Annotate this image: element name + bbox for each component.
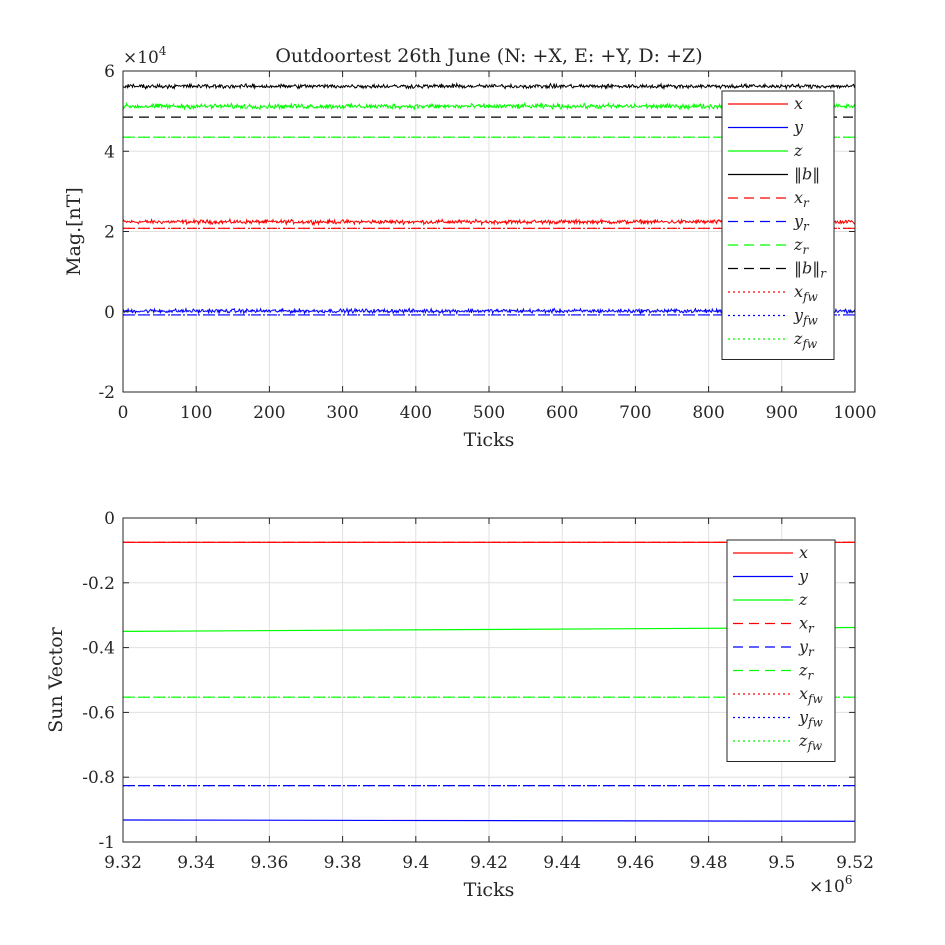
y-tick-label: -0.6 (82, 703, 115, 723)
legend-label: yr (798, 637, 815, 659)
x-tick-label: 700 (619, 403, 651, 423)
legend-label: yr (793, 211, 810, 233)
x-tick-label: 0 (118, 403, 129, 423)
legend-label: yfw (798, 707, 823, 729)
legend-label: y (793, 117, 804, 136)
legend-label: xfw (794, 282, 818, 304)
x-tick-label: 9.38 (324, 853, 362, 873)
legend-label: y (798, 566, 809, 585)
x-axis-label: Ticks (464, 879, 515, 901)
x-tick-label: 9.42 (470, 853, 508, 873)
x-tick-label: 9.5 (768, 853, 795, 873)
series-line-norm-bnorm- (123, 81, 855, 91)
x-exponent-label: ×106 (809, 873, 853, 897)
y-tick-label: 4 (104, 142, 115, 162)
y-tick-label: 6 (104, 62, 115, 82)
x-tick-label: 9.46 (616, 853, 654, 873)
legend-label: z (793, 141, 803, 160)
y-tick-label: -0.4 (82, 639, 115, 659)
x-tick-label: 9.4 (402, 853, 429, 873)
legend-label: ‖b‖ (794, 164, 820, 183)
x-tick-label: 9.52 (836, 853, 874, 873)
y-axis-label: Sun Vector (45, 626, 67, 732)
y-tick-label: -2 (98, 383, 115, 403)
y-tick-label: -1 (98, 833, 115, 853)
legend-label: zr (798, 660, 814, 682)
chart-title: Outdoortest 26th June (N: +X, E: +Y, D: … (275, 45, 702, 67)
legend-label: xr (799, 613, 815, 635)
x-tick-label: 200 (253, 403, 285, 423)
x-tick-label: 400 (400, 403, 432, 423)
legend-label: zfw (798, 731, 823, 753)
magnetometer-plot: 0 100 200 300 400 500 600 700 800 900 1000-20246Ti… (63, 44, 877, 451)
sun-vector-plot: 9.32 9.34 9.36 9.38 9.4 9.42 9.44 9.46 9.48 9.5 9.… (45, 509, 874, 901)
legend-label: zfw (793, 329, 818, 351)
y-tick-label: 0 (104, 509, 115, 529)
legend-label: yfw (793, 305, 818, 327)
x-tick-label: 500 (473, 403, 505, 423)
legend-label: xfw (799, 684, 823, 706)
x-tick-label: 9.36 (250, 853, 288, 873)
x-tick-label: 300 (326, 403, 358, 423)
y-tick-label: 2 (104, 223, 115, 243)
x-tick-label: 1000 (833, 403, 876, 423)
y-axis-label: Mag.[nT] (63, 187, 85, 276)
x-tick-label: 100 (180, 403, 212, 423)
legend-label: xr (794, 188, 810, 210)
x-tick-label: 9.32 (104, 853, 142, 873)
series-line-y (123, 819, 855, 822)
x-tick-label: 9.34 (177, 853, 215, 873)
x-tick-label: 800 (692, 403, 724, 423)
y-tick-label: -0.2 (82, 574, 115, 594)
x-tick-label: 600 (546, 403, 578, 423)
legend-label: x (794, 94, 803, 113)
x-tick-label: 9.44 (543, 853, 581, 873)
legend-box (721, 90, 835, 360)
legend-label: z (798, 590, 808, 609)
y-tick-label: -0.8 (82, 768, 115, 788)
x-tick-label: 900 (766, 403, 798, 423)
legend-label: x (799, 543, 808, 562)
y-tick-label: 0 (104, 303, 115, 323)
y-exponent-label: ×104 (123, 44, 167, 68)
legend-label: zr (793, 235, 809, 257)
legend-label: ‖b‖r (794, 258, 827, 280)
x-tick-label: 9.48 (690, 853, 728, 873)
x-axis-label: Ticks (464, 429, 515, 451)
ticks: 9.32 9.34 9.36 9.38 9.4 9.42 9.44 9.46 9.48 9.5 9.… (82, 509, 874, 873)
